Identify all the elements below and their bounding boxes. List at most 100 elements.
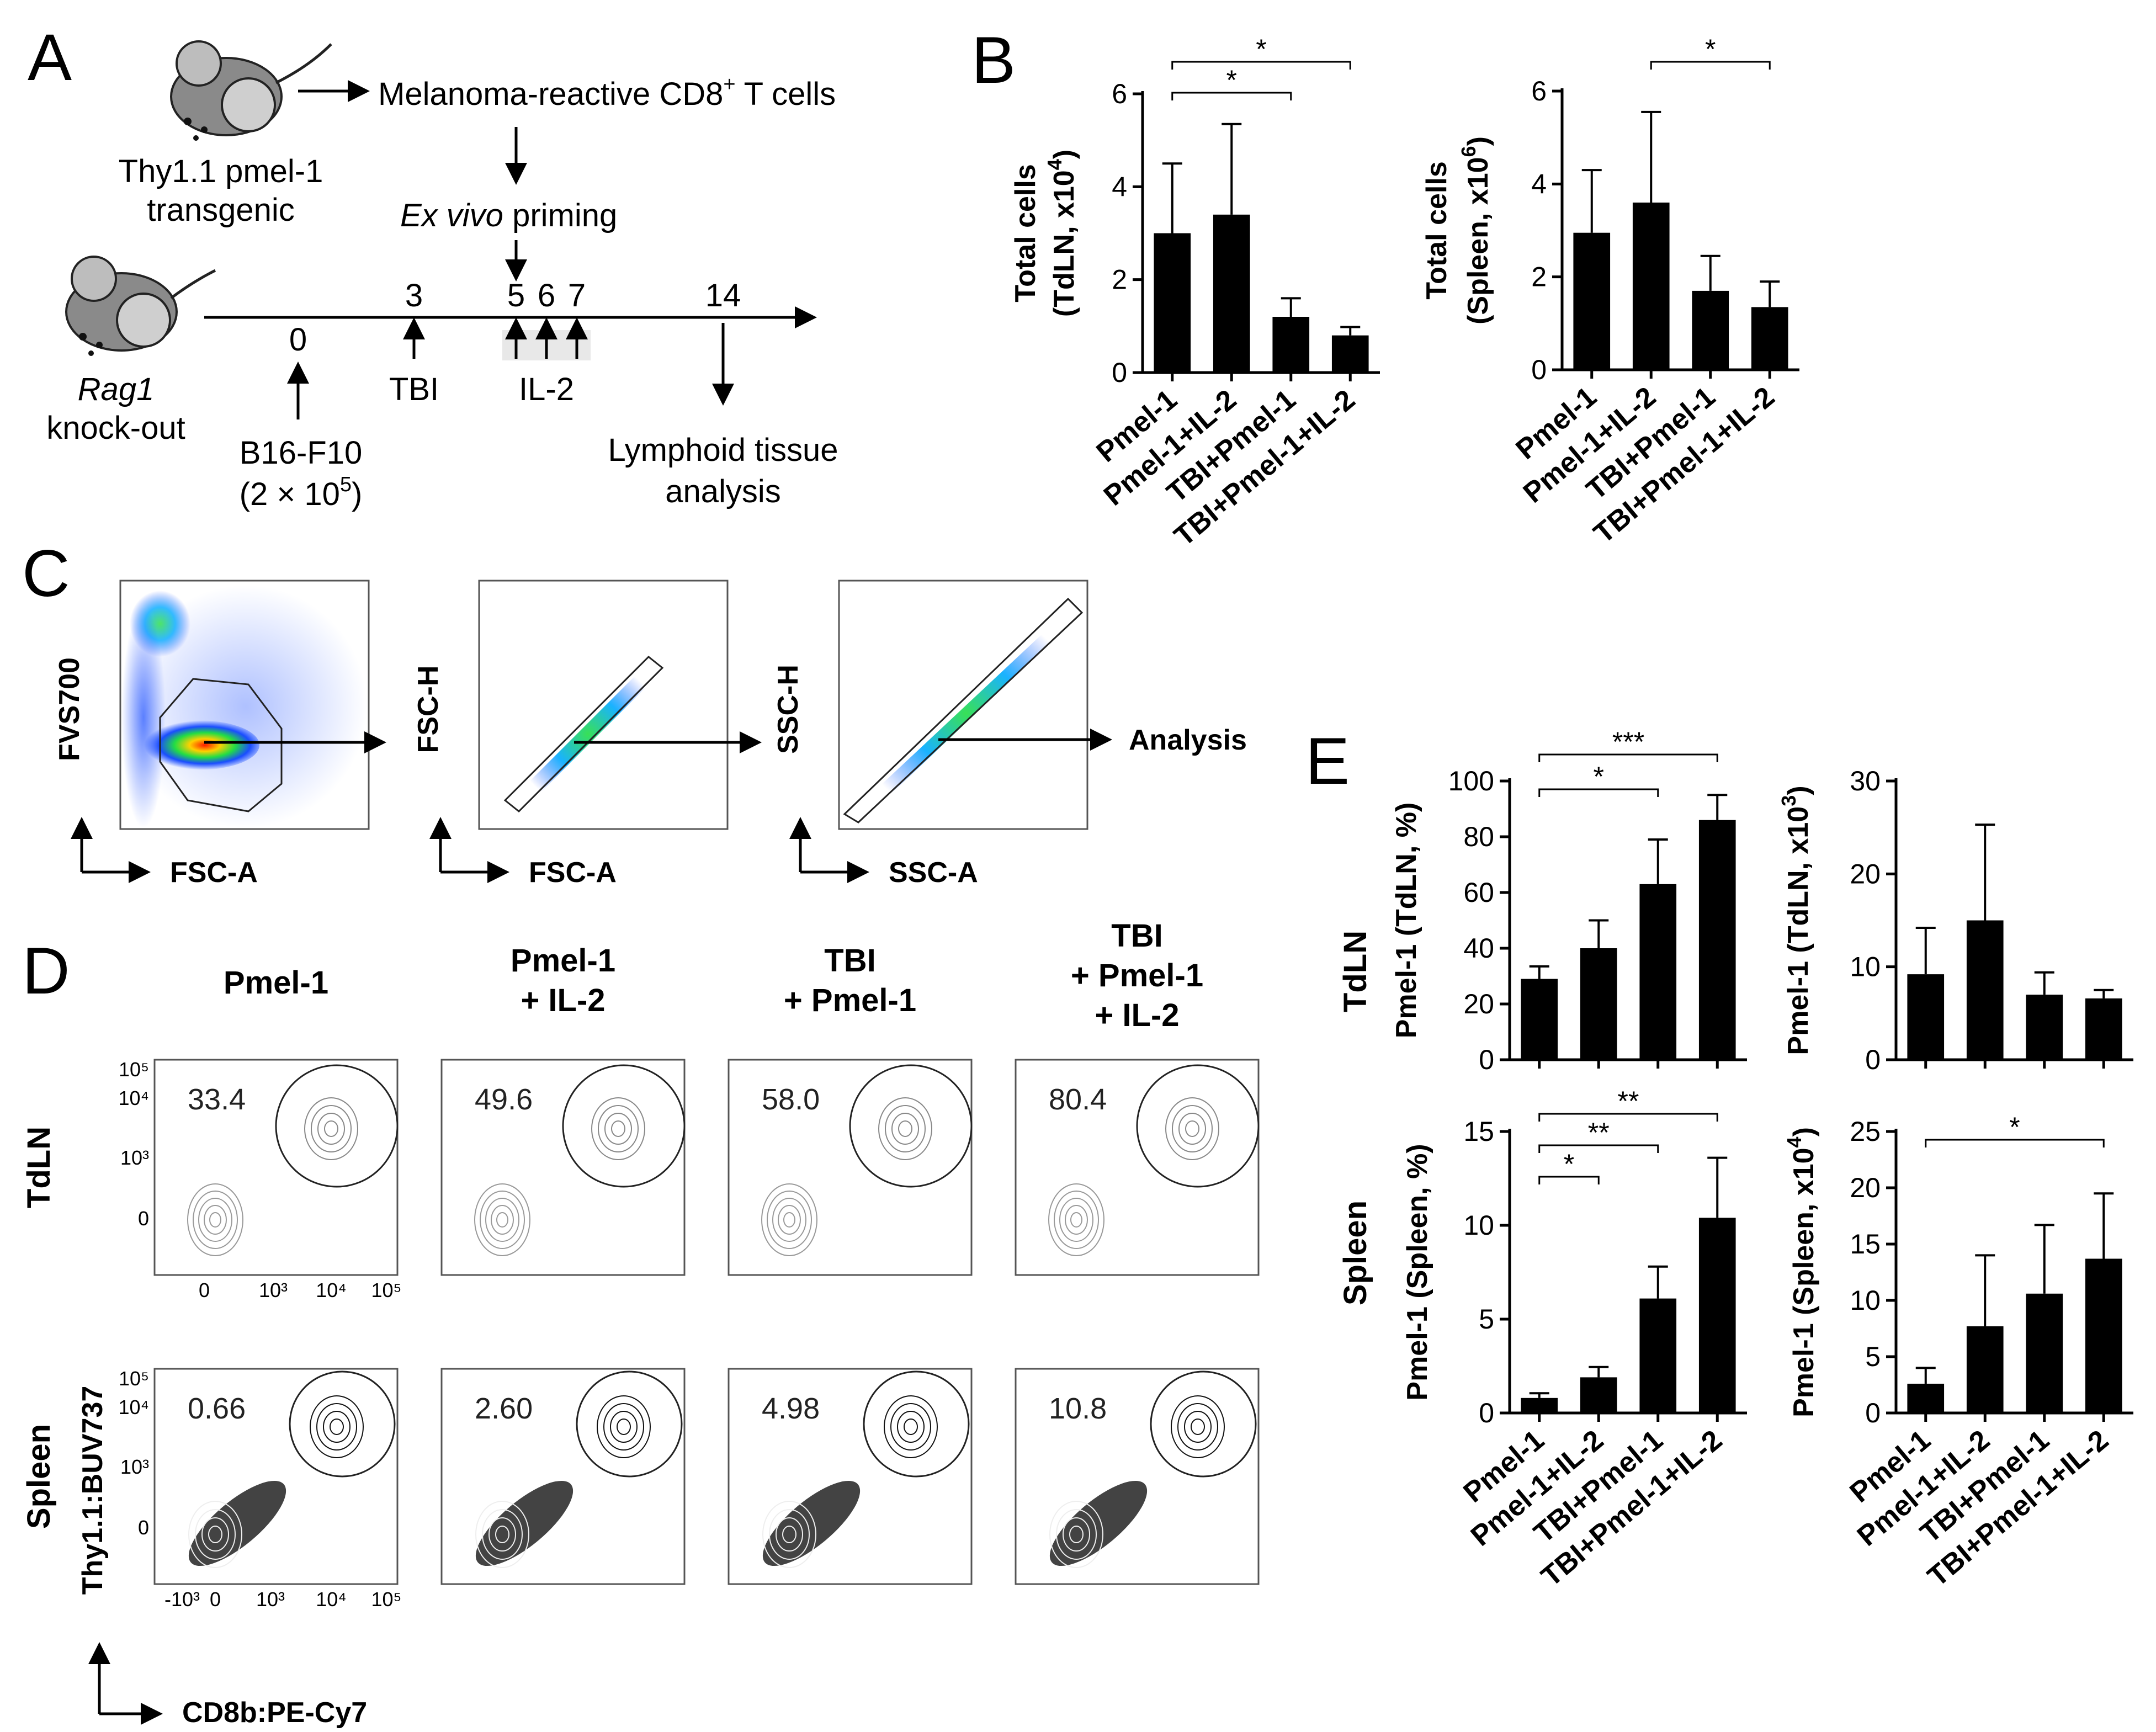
y-axis-label: Total cells — [1010, 164, 1042, 302]
y-tick-label: 0 — [1531, 354, 1547, 385]
donor-line1: Thy1.1 pmel-1 — [119, 153, 323, 189]
bar-3 — [1699, 1218, 1736, 1413]
bar-1 — [1633, 203, 1670, 370]
y-tick-label: 80 — [1463, 821, 1494, 852]
significance-label: * — [1564, 1149, 1574, 1180]
gate-x-label: SSC-A — [889, 857, 978, 889]
y-axis-label: Total cells — [1421, 161, 1453, 299]
y-tick-label: 4 — [1531, 168, 1547, 199]
y-tick-label: 10 — [1850, 1285, 1881, 1316]
flow-x-tick: 10⁵ — [371, 1588, 402, 1611]
column-title: + IL-2 — [521, 982, 605, 1018]
gate-x-label: FSC-A — [529, 857, 617, 889]
flow-y-tick: 10⁵ — [119, 1367, 149, 1390]
bar-0 — [1573, 233, 1610, 370]
y-tick-label: 20 — [1463, 989, 1494, 1019]
panel-c: C Analysis FVS700FSC-AFSC-HFSC-ASSC-HSSC… — [22, 536, 1247, 889]
significance-label: * — [1705, 34, 1716, 65]
analysis-label: Analysis — [1129, 724, 1247, 756]
bar-1 — [1967, 1326, 2004, 1413]
timeline-day-5: 5 — [507, 278, 525, 314]
flow-plot: 49.6 — [442, 1060, 684, 1275]
bar-0 — [1907, 1384, 1944, 1413]
column-title: + IL-2 — [1095, 997, 1179, 1033]
y-tick-label: 0 — [1865, 1398, 1881, 1428]
flow-plot: 0.66 — [155, 1369, 397, 1584]
y-tick-label: 4 — [1112, 171, 1127, 202]
y-axis-label: Pmel-1 (Spleen, %) — [1401, 1144, 1433, 1400]
flow-x-tick: 0 — [210, 1588, 221, 1611]
donor-line2: transgenic — [147, 192, 295, 228]
e-row-label-spleen: Spleen — [1337, 1200, 1373, 1305]
bar-2 — [1639, 884, 1676, 1060]
flow-x-axis-label: CD8b:PE-Cy7 — [182, 1697, 367, 1729]
timeline-day-14: 14 — [705, 278, 741, 314]
bar-0 — [1907, 974, 1944, 1060]
gate-percentage: 2.60 — [475, 1392, 533, 1425]
flow-y-tick: 10⁴ — [118, 1087, 149, 1109]
y-tick-label: 15 — [1463, 1116, 1494, 1147]
panel-a: A Thy1.1 pmel-1 transgenic Melanoma-reac… — [28, 20, 838, 512]
gate1-live-cluster — [138, 720, 259, 770]
bar-3 — [2085, 1259, 2122, 1413]
y-tick-label: 25 — [1850, 1116, 1881, 1147]
il2-label: IL-2 — [519, 371, 574, 407]
flow-y-tick: 10³ — [120, 1455, 149, 1478]
gate-percentage: 0.66 — [188, 1392, 246, 1425]
recipient-line2: knock-out — [46, 410, 185, 446]
flow-plot: 2.60 — [442, 1369, 684, 1584]
y-axis-label-2: (Spleen, x106) — [1457, 136, 1494, 325]
analysis-line1: Lymphoid tissue — [608, 432, 838, 468]
flow-x-tick: -10³ — [164, 1588, 200, 1611]
bar-3 — [1332, 336, 1369, 373]
panel-b-label: B — [971, 23, 1016, 97]
gate-percentage: 4.98 — [762, 1392, 820, 1425]
chart-b-spleen: 0246Pmel-1Pmel-1+IL-2TBI+Pmel-1TBI+Pmel-… — [1421, 34, 1799, 550]
y-tick-label: 2 — [1112, 264, 1127, 295]
y-tick-label: 0 — [1479, 1044, 1494, 1075]
y-tick-label: 5 — [1479, 1304, 1494, 1335]
gate-percentage: 10.8 — [1049, 1392, 1107, 1425]
y-tick-label: 15 — [1850, 1229, 1881, 1260]
significance-label: * — [1226, 65, 1237, 95]
tbi-label: TBI — [389, 371, 439, 407]
y-axis-label: Pmel-1 (Spleen, x104) — [1783, 1127, 1820, 1417]
y-axis-label: Pmel-1 (TdLN, x103) — [1777, 785, 1814, 1055]
recipient-line1: Rag1 — [78, 371, 155, 407]
y-tick-label: 0 — [1865, 1044, 1881, 1075]
flow-y-tick: 10⁴ — [118, 1396, 149, 1418]
y-tick-label: 0 — [1112, 357, 1127, 388]
flow-x-tick: 10³ — [259, 1279, 288, 1301]
timeline-day-3: 3 — [405, 278, 423, 314]
gate-percentage: 58.0 — [762, 1083, 820, 1116]
e-row-label-tdln: TdLN — [1337, 931, 1373, 1012]
bar-1 — [1967, 921, 2004, 1060]
flow-y-tick: 0 — [138, 1207, 149, 1230]
timeline-days: 03 5 6 7 14 — [289, 278, 741, 419]
y-tick-label: 20 — [1850, 1172, 1881, 1203]
chart-e-spleen-percent: 051015Pmel-1Pmel-1+IL-2TBI+Pmel-1TBI+Pme… — [1401, 1086, 1747, 1593]
panel-c-label: C — [22, 536, 70, 610]
tumor-line1: B16-F10 — [240, 435, 362, 471]
bar-1 — [1580, 1377, 1617, 1413]
row-label-tdln: TdLN — [21, 1127, 57, 1208]
flow-y-axis-label: Thy1.1:BUV737 — [77, 1386, 109, 1595]
panel-d: D Pmel-1Pmel-1+ IL-2TBI+ Pmel-1TBI+ Pmel… — [21, 918, 1258, 1729]
bar-0 — [1521, 1398, 1558, 1413]
gate-percentage: 49.6 — [475, 1083, 533, 1116]
flow-plot: 10.8 — [1016, 1369, 1258, 1584]
bar-1 — [1580, 948, 1617, 1060]
flow-x-tick: 10⁴ — [316, 1588, 347, 1611]
y-tick-label: 5 — [1865, 1341, 1881, 1372]
y-tick-label: 10 — [1463, 1210, 1494, 1241]
bar-2 — [1272, 317, 1309, 373]
flow-y-tick: 0 — [138, 1516, 149, 1539]
flow-y-tick: 10³ — [120, 1146, 149, 1169]
row-label-spleen: Spleen — [21, 1424, 57, 1529]
bar-1 — [1213, 215, 1250, 373]
column-title: TBI — [824, 943, 875, 979]
flow-plot: 4.98 — [729, 1369, 971, 1584]
y-tick-label: 6 — [1112, 78, 1127, 109]
flow-plot: 58.0 — [729, 1060, 971, 1275]
significance-label: * — [1256, 34, 1266, 65]
